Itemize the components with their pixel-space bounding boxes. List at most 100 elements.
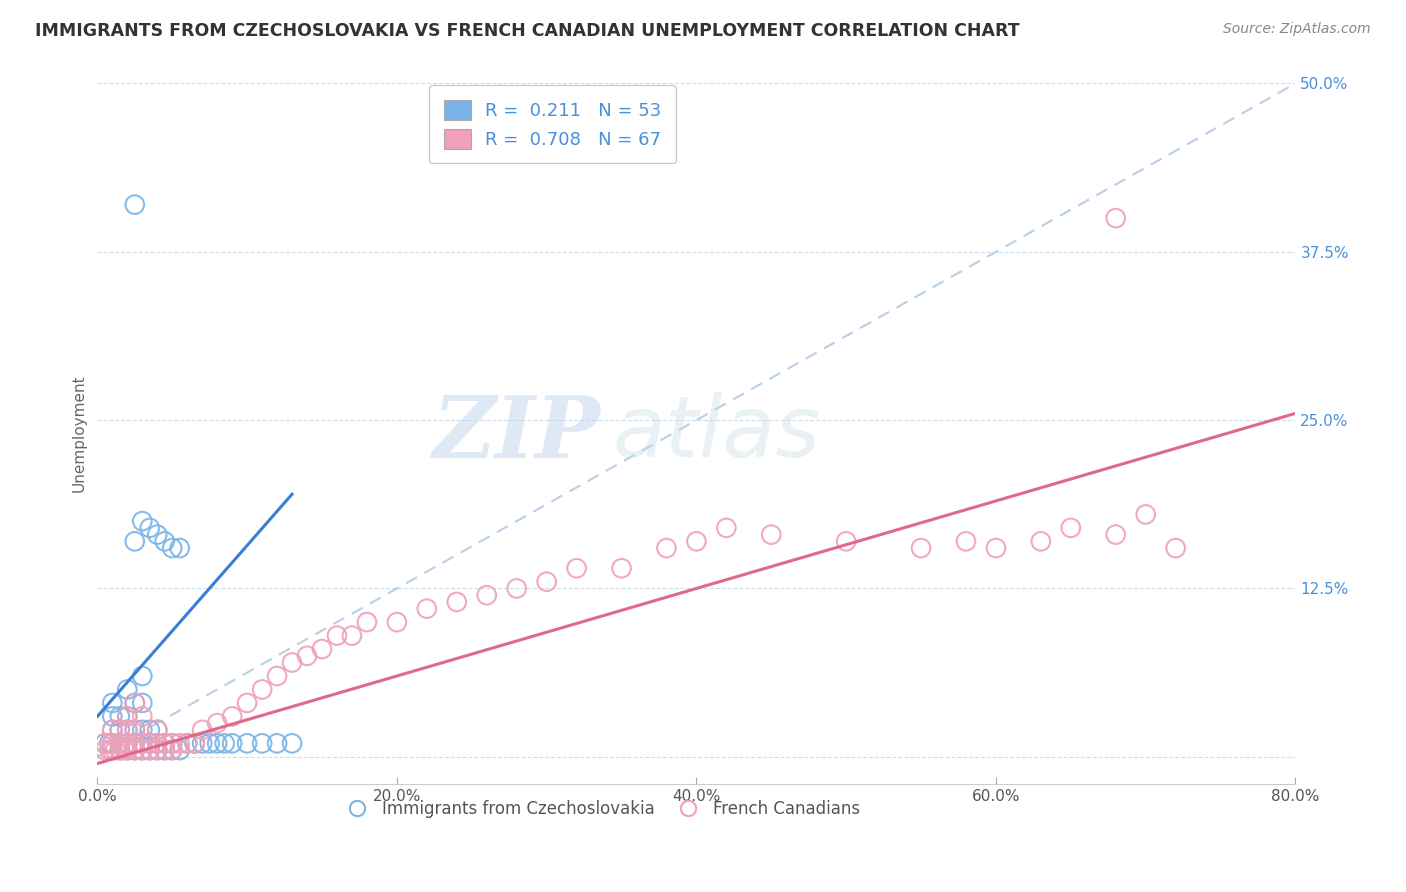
Point: [153, 736, 176, 750]
Text: ZIP: ZIP: [433, 392, 600, 475]
Point: [475, 588, 498, 602]
Point: [146, 743, 169, 757]
Point: [117, 682, 139, 697]
Point: [117, 743, 139, 757]
Point: [131, 696, 153, 710]
Point: [131, 723, 153, 737]
Point: [101, 736, 124, 750]
Point: [124, 723, 146, 737]
Point: [266, 736, 288, 750]
Point: [685, 534, 707, 549]
Point: [146, 736, 169, 750]
Point: [117, 723, 139, 737]
Point: [446, 595, 468, 609]
Point: [139, 743, 162, 757]
Point: [131, 743, 153, 757]
Point: [146, 743, 169, 757]
Point: [250, 682, 273, 697]
Point: [160, 736, 183, 750]
Point: [910, 541, 932, 555]
Point: [565, 561, 588, 575]
Point: [205, 736, 228, 750]
Point: [108, 743, 131, 757]
Point: [183, 736, 205, 750]
Point: [176, 736, 198, 750]
Point: [191, 723, 214, 737]
Point: [326, 629, 349, 643]
Point: [94, 736, 117, 750]
Point: [108, 743, 131, 757]
Point: [124, 534, 146, 549]
Point: [236, 696, 259, 710]
Point: [146, 723, 169, 737]
Point: [131, 736, 153, 750]
Point: [1105, 527, 1128, 541]
Point: [160, 541, 183, 555]
Point: [176, 736, 198, 750]
Point: [1029, 534, 1052, 549]
Point: [169, 743, 191, 757]
Point: [94, 743, 117, 757]
Point: [153, 736, 176, 750]
Point: [1060, 521, 1083, 535]
Point: [139, 723, 162, 737]
Text: atlas: atlas: [613, 392, 821, 475]
Text: Source: ZipAtlas.com: Source: ZipAtlas.com: [1223, 22, 1371, 37]
Point: [221, 736, 243, 750]
Legend: Immigrants from Czechoslovakia, French Canadians: Immigrants from Czechoslovakia, French C…: [335, 793, 868, 824]
Point: [984, 541, 1007, 555]
Point: [124, 696, 146, 710]
Point: [124, 736, 146, 750]
Point: [108, 709, 131, 723]
Text: IMMIGRANTS FROM CZECHOSLOVAKIA VS FRENCH CANADIAN UNEMPLOYMENT CORRELATION CHART: IMMIGRANTS FROM CZECHOSLOVAKIA VS FRENCH…: [35, 22, 1019, 40]
Point: [160, 736, 183, 750]
Y-axis label: Unemployment: Unemployment: [72, 375, 86, 492]
Point: [169, 541, 191, 555]
Point: [1135, 508, 1157, 522]
Point: [610, 561, 633, 575]
Point: [117, 709, 139, 723]
Point: [536, 574, 558, 589]
Point: [98, 743, 121, 757]
Point: [250, 736, 273, 750]
Point: [281, 736, 304, 750]
Point: [139, 736, 162, 750]
Point: [1105, 211, 1128, 226]
Point: [955, 534, 977, 549]
Point: [124, 743, 146, 757]
Point: [139, 521, 162, 535]
Point: [153, 743, 176, 757]
Point: [1164, 541, 1187, 555]
Point: [146, 723, 169, 737]
Point: [416, 601, 439, 615]
Point: [101, 743, 124, 757]
Point: [101, 696, 124, 710]
Point: [108, 736, 131, 750]
Point: [356, 615, 378, 629]
Point: [160, 743, 183, 757]
Point: [117, 723, 139, 737]
Point: [108, 723, 131, 737]
Point: [146, 527, 169, 541]
Point: [153, 743, 176, 757]
Point: [101, 736, 124, 750]
Point: [117, 736, 139, 750]
Point: [205, 716, 228, 731]
Point: [131, 514, 153, 528]
Point: [124, 736, 146, 750]
Point: [101, 709, 124, 723]
Point: [266, 669, 288, 683]
Point: [108, 723, 131, 737]
Point: [131, 709, 153, 723]
Point: [153, 534, 176, 549]
Point: [183, 736, 205, 750]
Point: [112, 743, 135, 757]
Point: [169, 736, 191, 750]
Point: [385, 615, 408, 629]
Point: [104, 743, 127, 757]
Point: [198, 736, 221, 750]
Point: [146, 736, 169, 750]
Point: [505, 582, 527, 596]
Point: [835, 534, 858, 549]
Point: [716, 521, 738, 535]
